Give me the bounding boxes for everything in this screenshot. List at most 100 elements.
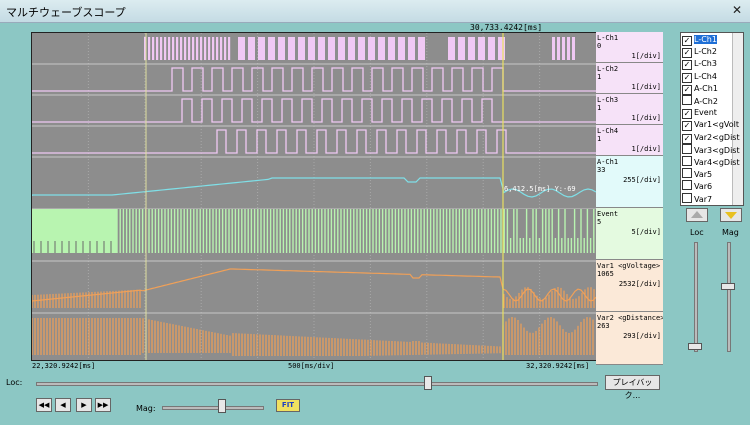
l-ch1-pulse [188, 37, 190, 60]
step-back-button[interactable]: ◀ [55, 398, 71, 412]
channel-name: L-Ch2 [597, 65, 618, 73]
l-ch1-pulse [552, 37, 555, 60]
checkbox[interactable] [682, 144, 692, 154]
checklist-item[interactable]: ✓ Var1<gVolt [682, 119, 742, 131]
channel-label-3: L-Ch4 1 1[/div] [596, 125, 663, 156]
checklist-item-label: L-Ch1 [694, 35, 717, 44]
checkbox[interactable] [682, 95, 692, 105]
mag-slider-thumb[interactable] [218, 399, 226, 413]
loc-slider-track[interactable] [36, 382, 598, 386]
checklist-item[interactable]: ✓ Var2<gDist [682, 132, 742, 144]
checklist-item[interactable]: ✓ L-Ch3 [682, 58, 742, 70]
channel-div: 1[/div] [631, 83, 661, 91]
waveform-canvas[interactable]: 6,412.5[ms] Y:-69 [32, 33, 596, 360]
move-down-button[interactable] [720, 208, 742, 222]
checklist-item[interactable]: A-Ch2 [682, 95, 742, 107]
l-ch1-pulse [567, 37, 570, 60]
checkbox[interactable] [682, 156, 692, 166]
step-forward-button[interactable]: ▶ [76, 398, 92, 412]
rewind-button[interactable]: ◀◀ [36, 398, 52, 412]
l-ch1-pulse [268, 37, 275, 60]
side-mag-slider-track[interactable] [727, 242, 731, 352]
checkbox[interactable] [682, 180, 692, 190]
checkbox[interactable]: ✓ [682, 48, 692, 58]
fit-button[interactable]: FIT [276, 399, 300, 412]
l-ch1-pulse [152, 37, 154, 60]
loc-slider-thumb[interactable] [424, 376, 432, 390]
checklist-item[interactable]: Var7 [682, 193, 742, 205]
checkbox[interactable] [682, 193, 692, 203]
l-ch1-pulse [216, 37, 218, 60]
l-ch1-pulse [398, 37, 405, 60]
l-ch1-pulse [288, 37, 295, 60]
mag-slider-track[interactable] [162, 406, 264, 410]
side-loc-label: Loc [690, 228, 704, 237]
checklist-item-label: Var1<gVolt [694, 120, 739, 129]
l-ch1-pulse [212, 37, 214, 60]
checklist-item-label: Var5 [694, 170, 712, 179]
channel-label-1: L-Ch2 1 1[/div] [596, 63, 663, 94]
l-ch1-pulse [184, 37, 186, 60]
axis-scale-label: 500[ms/div] [288, 362, 334, 370]
checklist-item-label: Var2<gDist [694, 133, 740, 142]
l-ch1-pulse [562, 37, 565, 60]
checklist-item[interactable]: ✓ Event [682, 107, 742, 119]
l-ch1-pulse [228, 37, 230, 60]
channel-name: L-Ch1 [597, 34, 618, 42]
checkbox[interactable]: ✓ [682, 85, 692, 95]
checklist-item-label: Var3<gDist [694, 146, 740, 155]
checkbox[interactable]: ✓ [682, 60, 692, 70]
l-ch1-pulse [156, 37, 158, 60]
checkbox[interactable]: ✓ [682, 121, 692, 131]
side-mag-slider-thumb[interactable] [721, 283, 735, 290]
move-up-button[interactable] [686, 208, 708, 222]
l-ch1-pulse [378, 37, 385, 60]
l-ch1-pulse [478, 37, 485, 60]
waveform-plot[interactable]: 6,412.5[ms] Y:-69 [31, 32, 597, 361]
title-bar[interactable]: マルチウェーブスコープ ✕ [0, 0, 750, 23]
mag-label: Mag: [136, 404, 156, 413]
checklist-item-label: Var6 [694, 182, 712, 191]
l-ch1-pulse [278, 37, 285, 60]
checklist-item-label: Var4<gDist [694, 158, 740, 167]
axis-end-label: 32,320.9242[ms] [526, 362, 589, 370]
side-loc-slider-track[interactable] [694, 242, 698, 352]
checkbox[interactable]: ✓ [682, 36, 692, 46]
checkbox[interactable]: ✓ [682, 134, 692, 144]
checklist-item[interactable]: Var6 [682, 180, 742, 192]
channel-value: 263 [597, 322, 610, 330]
l-ch1-pulse [168, 37, 170, 60]
channel-div: 2532[/div] [619, 280, 661, 288]
l-ch1-pulse [348, 37, 355, 60]
playback-button[interactable]: プレイバック... [605, 375, 660, 390]
checklist-item-label: L-Ch4 [694, 72, 717, 81]
l-ch1-pulse [468, 37, 475, 60]
checklist-item[interactable]: ✓ L-Ch4 [682, 71, 742, 83]
channel-label-panel: L-Ch1 0 1[/div] L-Ch2 1 1[/div] L-Ch3 1 1[/div] L… [596, 32, 663, 359]
l-ch1-pulse [338, 37, 345, 60]
checklist-item[interactable]: ✓ L-Ch1 [682, 34, 742, 46]
checklist-item[interactable]: ✓ A-Ch1 [682, 83, 742, 95]
checklist-item[interactable]: Var4<gDist [682, 156, 742, 168]
channel-label-5: Event 5 5[/div] [596, 208, 663, 260]
fast-forward-button[interactable]: ▶▶ [95, 398, 111, 412]
l-ch1-pulse [572, 37, 575, 60]
l-ch1-pulse [248, 37, 255, 60]
checkbox[interactable] [682, 168, 692, 178]
checklist-item[interactable]: ✓ L-Ch2 [682, 46, 742, 58]
channel-div: 5[/div] [631, 228, 661, 236]
l-ch1-pulse [208, 37, 210, 60]
l-ch1-pulse [160, 37, 162, 60]
l-ch1-pulse [498, 37, 505, 60]
checklist-item[interactable]: Var5 [682, 168, 742, 180]
close-icon[interactable]: ✕ [730, 4, 744, 17]
checkbox[interactable]: ✓ [682, 73, 692, 83]
side-loc-slider-thumb[interactable] [688, 343, 702, 350]
channel-checklist[interactable]: ✓ L-Ch1 ✓ L-Ch2 ✓ L-Ch3 ✓ L-Ch4 ✓ A-Ch1 A-Ch2 ✓ Even… [680, 32, 744, 206]
checklist-item[interactable]: Var3<gDist [682, 144, 742, 156]
channel-div: 293[/div] [623, 332, 661, 340]
checkbox[interactable]: ✓ [682, 109, 692, 119]
l-ch1-pulse [388, 37, 395, 60]
l-ch1-pulse [258, 37, 265, 60]
l-ch1-pulse [298, 37, 305, 60]
